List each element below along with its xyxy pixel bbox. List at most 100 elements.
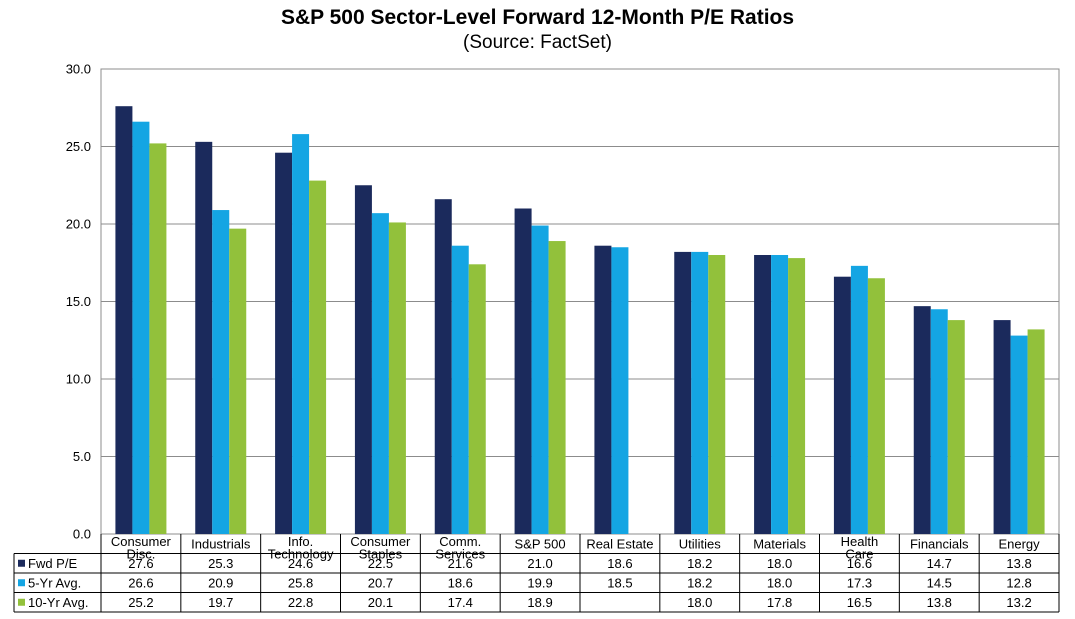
- bar: [195, 141, 213, 534]
- data-label: 19.9: [527, 575, 552, 590]
- bar: [115, 106, 133, 534]
- data-label: 26.6: [128, 575, 153, 590]
- data-label: 22.5: [368, 556, 393, 571]
- chart-subtitle: (Source: FactSet): [463, 32, 612, 53]
- data-label: 18.0: [767, 575, 792, 590]
- bar: [930, 309, 948, 534]
- y-tick-label: 25.0: [66, 139, 91, 154]
- bar: [867, 278, 885, 534]
- bar: [993, 320, 1011, 534]
- bar: [149, 143, 167, 534]
- data-label: 24.6: [288, 556, 313, 571]
- x-tick-label: Health: [841, 534, 879, 549]
- bar: [468, 264, 486, 534]
- data-label: 19.7: [208, 595, 233, 610]
- x-tick-label: Technology: [268, 547, 334, 562]
- bar: [388, 222, 406, 534]
- data-label: 18.6: [607, 556, 632, 571]
- data-label: 13.2: [1006, 595, 1031, 610]
- bar: [451, 245, 469, 534]
- y-tick-label: 5.0: [73, 449, 91, 464]
- legend-swatch: [18, 579, 25, 587]
- x-tick-label: Disc.: [126, 547, 155, 562]
- x-tick-label: Real Estate: [586, 537, 653, 552]
- bar: [1027, 329, 1045, 534]
- x-tick-label: Energy: [998, 537, 1040, 552]
- data-label: 18.5: [607, 575, 632, 590]
- bar: [788, 258, 806, 534]
- bar: [531, 225, 549, 535]
- x-tick-label: Services: [435, 547, 485, 562]
- bar: [850, 265, 868, 534]
- data-label: 21.0: [527, 556, 552, 571]
- data-label: 25.2: [128, 595, 153, 610]
- bar: [1010, 335, 1028, 534]
- x-tick-label: Financials: [910, 537, 969, 552]
- y-tick-label: 0.0: [73, 527, 91, 542]
- bar: [691, 251, 709, 534]
- bar: [611, 247, 629, 534]
- data-label: 16.5: [847, 595, 872, 610]
- x-tick-label: Staples: [359, 547, 403, 562]
- data-label: 27.6: [128, 556, 153, 571]
- bar: [275, 152, 293, 534]
- data-label: 18.9: [527, 595, 552, 610]
- y-tick-label: 20.0: [66, 217, 91, 232]
- data-label: 21.6: [448, 556, 473, 571]
- data-label: 16.6: [847, 556, 872, 571]
- legend-label: 10-Yr Avg.: [28, 595, 88, 610]
- x-tick-label: S&P 500: [515, 537, 566, 552]
- bar: [309, 180, 327, 534]
- legend-swatch: [18, 559, 25, 567]
- data-label: 17.4: [448, 595, 473, 610]
- data-label: 25.8: [288, 575, 313, 590]
- data-label: 20.9: [208, 575, 233, 590]
- bar: [434, 199, 452, 534]
- bar: [132, 121, 150, 534]
- x-tick-label: Care: [845, 547, 873, 562]
- legend-swatch: [18, 598, 25, 606]
- x-tick-label: Consumer: [111, 534, 172, 549]
- bar: [548, 241, 566, 535]
- bar: [212, 210, 230, 535]
- data-label: 20.7: [368, 575, 393, 590]
- x-tick-label: Materials: [753, 537, 806, 552]
- bar: [771, 255, 789, 534]
- data-label: 18.2: [687, 556, 712, 571]
- data-label: 14.5: [927, 575, 952, 590]
- data-label: 18.6: [448, 575, 473, 590]
- bar: [833, 276, 851, 534]
- y-tick-label: 30.0: [66, 62, 91, 77]
- bar: [708, 255, 726, 534]
- bar: [371, 213, 389, 534]
- x-tick-label: Comm.: [439, 534, 481, 549]
- x-tick-label: Info.: [288, 534, 313, 549]
- data-label: 18.0: [687, 595, 712, 610]
- x-tick-label: Consumer: [350, 534, 411, 549]
- data-label: 18.0: [767, 556, 792, 571]
- x-tick-label: Utilities: [679, 537, 721, 552]
- bar: [947, 320, 965, 534]
- bar: [913, 306, 931, 534]
- bar: [354, 185, 372, 534]
- data-label: 13.8: [927, 595, 952, 610]
- y-tick-label: 15.0: [66, 294, 91, 309]
- data-label: 20.1: [368, 595, 393, 610]
- bar: [754, 255, 772, 534]
- legend-label: 5-Yr Avg.: [28, 575, 81, 590]
- data-label: 18.2: [687, 575, 712, 590]
- y-tick-label: 10.0: [66, 372, 91, 387]
- legend-label: Fwd P/E: [28, 556, 77, 571]
- data-label: 17.3: [847, 575, 872, 590]
- data-label: 12.8: [1006, 575, 1031, 590]
- x-tick-label: Industrials: [191, 537, 251, 552]
- data-label: 22.8: [288, 595, 313, 610]
- bar: [514, 208, 532, 534]
- bar: [594, 245, 612, 534]
- bar: [229, 228, 247, 534]
- bar: [674, 251, 692, 534]
- data-label: 25.3: [208, 556, 233, 571]
- chart-title: S&P 500 Sector-Level Forward 12-Month P/…: [280, 6, 795, 29]
- data-label: 13.8: [1006, 556, 1031, 571]
